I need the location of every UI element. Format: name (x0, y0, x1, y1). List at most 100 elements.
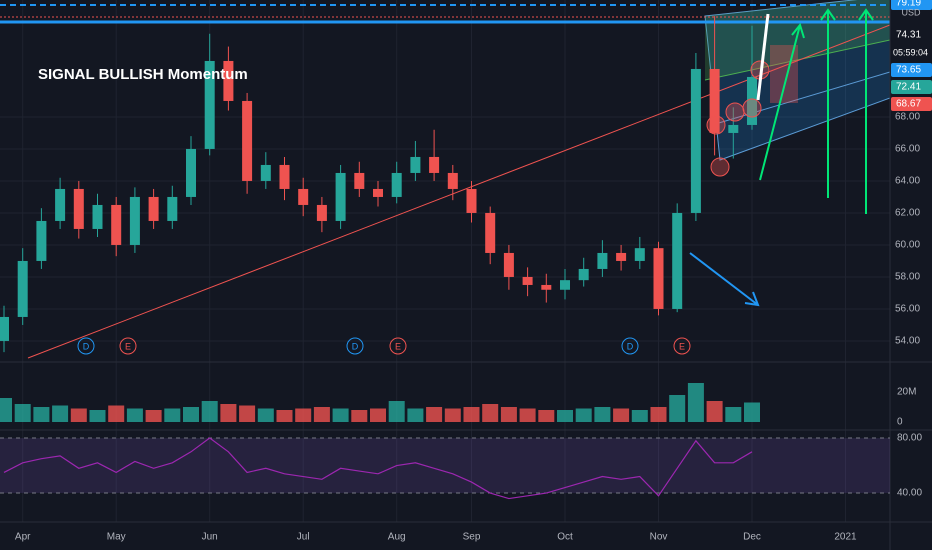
candle-body (503, 252, 514, 277)
axes: 54.00 56.00 58.00 60.00 62.00 64.00 66.00 68.00… (15, 0, 932, 543)
candle-body (728, 124, 739, 133)
candle-body (36, 220, 47, 261)
trend-line (27, 24, 891, 359)
candle-body (373, 188, 383, 197)
candle-body (541, 284, 552, 290)
event-label: E (125, 341, 131, 351)
price-tag (891, 63, 932, 77)
candle-body (709, 68, 720, 133)
x-tick-label: Sep (463, 532, 481, 543)
y-tick-label: 20M (897, 387, 916, 398)
candle-body (260, 164, 271, 181)
y-tick-label: 64.00 (895, 176, 920, 187)
arrow (858, 8, 874, 214)
currency: USD (901, 7, 921, 17)
y-tick-label: 56.00 (895, 304, 920, 315)
candle-body (316, 204, 327, 221)
candle-body (335, 172, 346, 221)
candle-body (167, 196, 178, 221)
y-tick-label: 68.00 (895, 112, 920, 123)
x-tick-label: May (107, 532, 126, 543)
candle-body (0, 316, 9, 341)
volume-bar (519, 408, 536, 422)
price-tag (891, 80, 932, 94)
event-label: D (627, 341, 634, 351)
volume-bar (108, 405, 125, 422)
event-label: E (679, 341, 685, 351)
volume-bar (725, 407, 742, 422)
y-tick-label: 58.00 (895, 272, 920, 283)
candle-body (186, 148, 196, 197)
y-tick-label: 54.00 (895, 336, 920, 347)
volume-bar (183, 407, 199, 422)
price-tag-label: 74.31 (896, 30, 921, 41)
x-tick-label: Apr (15, 532, 31, 543)
candle-body (634, 248, 645, 261)
candle-body (279, 164, 290, 189)
volume-bar (557, 410, 573, 422)
x-tick-label: Oct (557, 532, 573, 543)
price-tag-label: 68.67 (896, 99, 921, 110)
price-tag (891, 28, 932, 42)
volume-bar (669, 395, 686, 422)
candle-body (560, 280, 570, 290)
price-tag (891, 0, 932, 10)
volume-bar (706, 401, 723, 422)
volume-bar (631, 410, 648, 422)
x-tick-label: Nov (650, 532, 668, 543)
volume-bar (220, 404, 237, 422)
candle-body (653, 248, 664, 309)
x-tick-label: Aug (388, 532, 406, 543)
y-tick-label: 80.00 (897, 433, 922, 444)
marker-circle (742, 98, 762, 118)
candle-body (616, 252, 627, 261)
candle-body (73, 188, 84, 229)
volume-bar (426, 407, 443, 422)
volume-bar (14, 404, 31, 422)
marker-circle (710, 157, 730, 177)
price-tag-label: 72.41 (896, 82, 921, 93)
y-tick-label: 66.00 (895, 144, 920, 155)
volume-bar (332, 408, 349, 422)
zone (770, 45, 798, 103)
white-line (756, 13, 770, 101)
candle-body (242, 100, 253, 181)
candle-body (354, 172, 365, 189)
grid (0, 0, 890, 522)
x-tick-label: Dec (743, 532, 761, 543)
countdown: 05:59:04 (893, 47, 928, 57)
volume-bar (295, 408, 312, 422)
volume-bar (613, 408, 630, 422)
candle-body (447, 172, 458, 189)
volume-bar (351, 410, 368, 422)
volume-bar (650, 407, 667, 422)
volume-bar (201, 401, 218, 422)
x-tick-label: Jul (297, 532, 310, 543)
price-tag-label: 73.65 (896, 65, 921, 76)
candle-body (466, 188, 477, 213)
volume-bar (33, 407, 50, 422)
volume-bar (313, 407, 330, 422)
candle-body (672, 212, 683, 309)
event-marker (77, 337, 95, 355)
channel-line (704, 39, 891, 81)
rsi-band (0, 438, 890, 494)
candle-body (578, 268, 589, 281)
marker-circle (725, 102, 745, 122)
arrow (689, 252, 760, 307)
candle-body (55, 188, 66, 221)
x-tick-label: 2021 (834, 532, 857, 543)
volume-bar (89, 410, 106, 422)
candle-body (129, 196, 140, 245)
y-tick-label: 0 (897, 417, 903, 428)
event-marker (346, 337, 364, 355)
volume-bar (370, 408, 386, 422)
candle-body (690, 68, 701, 213)
candles (0, 16, 757, 353)
volume-bar (538, 410, 555, 422)
volume-pane (0, 383, 760, 422)
event-marker (621, 337, 639, 355)
volume-bar (500, 407, 517, 422)
